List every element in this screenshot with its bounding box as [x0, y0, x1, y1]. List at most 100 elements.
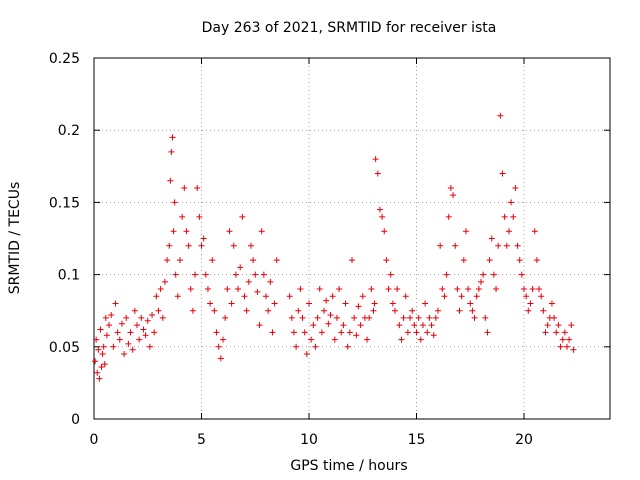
- data-point: [432, 314, 439, 321]
- data-point: [187, 286, 194, 293]
- data-point: [263, 293, 269, 300]
- data-point: [146, 343, 153, 350]
- data-point: [336, 286, 343, 293]
- data-point: [172, 271, 179, 278]
- data-point: [256, 322, 263, 329]
- data-point: [452, 242, 459, 249]
- data-point: [297, 286, 304, 293]
- data-point: [295, 307, 302, 314]
- data-point: [217, 355, 224, 362]
- data-point: [426, 314, 433, 321]
- data-point: [338, 329, 345, 336]
- data-point: [389, 300, 396, 307]
- data-point: [95, 346, 102, 353]
- data-point: [235, 286, 242, 293]
- data-point: [310, 322, 317, 329]
- data-point: [222, 314, 229, 321]
- data-point: [98, 364, 105, 371]
- data-point: [228, 300, 235, 307]
- data-point: [486, 257, 493, 264]
- data-point: [536, 286, 543, 293]
- x-tick-label: 15: [408, 432, 426, 448]
- data-point: [340, 322, 347, 329]
- data-point: [407, 314, 414, 321]
- data-point: [325, 320, 332, 327]
- data-point: [437, 242, 444, 249]
- data-point: [213, 329, 220, 336]
- data-point: [312, 343, 319, 350]
- data-point: [167, 177, 174, 184]
- data-point: [471, 314, 478, 321]
- data-point: [243, 307, 250, 314]
- data-point: [171, 199, 178, 206]
- data-point: [548, 300, 555, 307]
- data-point: [460, 257, 467, 264]
- data-point: [192, 271, 199, 278]
- data-point: [196, 213, 203, 220]
- data-point: [241, 293, 248, 300]
- data-point: [153, 293, 160, 300]
- data-point: [121, 351, 128, 358]
- data-point: [342, 300, 349, 307]
- data-point: [368, 286, 375, 293]
- data-point: [551, 314, 558, 321]
- data-point: [97, 326, 104, 333]
- data-point: [559, 336, 566, 343]
- data-point: [355, 303, 362, 310]
- data-point: [409, 307, 416, 314]
- data-point: [174, 293, 181, 300]
- data-point: [478, 278, 484, 285]
- data-point: [538, 293, 545, 300]
- data-point: [102, 314, 109, 321]
- data-point: [252, 271, 259, 278]
- plot-frame: [93, 57, 611, 420]
- data-point: [267, 278, 274, 285]
- data-point: [484, 329, 491, 336]
- data-point: [129, 346, 136, 353]
- data-point: [561, 329, 568, 336]
- data-points: [92, 112, 577, 382]
- data-point: [198, 242, 205, 249]
- data-point: [482, 314, 489, 321]
- data-point: [467, 300, 474, 307]
- data-point: [94, 369, 101, 376]
- data-point: [523, 293, 530, 300]
- data-point: [100, 343, 107, 350]
- data-point: [232, 271, 239, 278]
- data-point: [331, 336, 338, 343]
- data-point: [306, 300, 312, 307]
- data-point: [344, 343, 351, 350]
- data-point: [323, 297, 330, 304]
- data-point: [351, 314, 358, 321]
- data-point: [183, 228, 190, 235]
- data-point: [544, 322, 551, 329]
- data-point: [475, 286, 482, 293]
- data-point: [114, 329, 121, 336]
- data-point: [346, 329, 353, 336]
- data-point: [439, 286, 446, 293]
- data-point: [177, 257, 183, 264]
- data-point: [353, 332, 360, 339]
- data-point: [134, 322, 140, 329]
- data-point: [381, 228, 388, 235]
- y-tick-label: 0.25: [49, 51, 80, 67]
- data-point: [202, 271, 209, 278]
- data-point: [555, 322, 562, 329]
- data-point: [529, 286, 536, 293]
- data-point: [510, 213, 517, 220]
- data-point: [568, 322, 575, 329]
- data-point: [447, 184, 454, 191]
- data-point: [424, 329, 431, 336]
- data-point: [224, 286, 231, 293]
- data-point: [142, 332, 149, 339]
- data-point: [564, 343, 570, 350]
- data-point: [215, 343, 222, 350]
- data-point: [108, 312, 115, 319]
- data-point: [557, 343, 564, 350]
- data-point: [379, 213, 386, 220]
- data-point: [293, 343, 300, 350]
- data-point: [273, 257, 280, 264]
- data-point: [140, 326, 147, 333]
- data-point: [443, 271, 450, 278]
- data-point: [366, 314, 373, 321]
